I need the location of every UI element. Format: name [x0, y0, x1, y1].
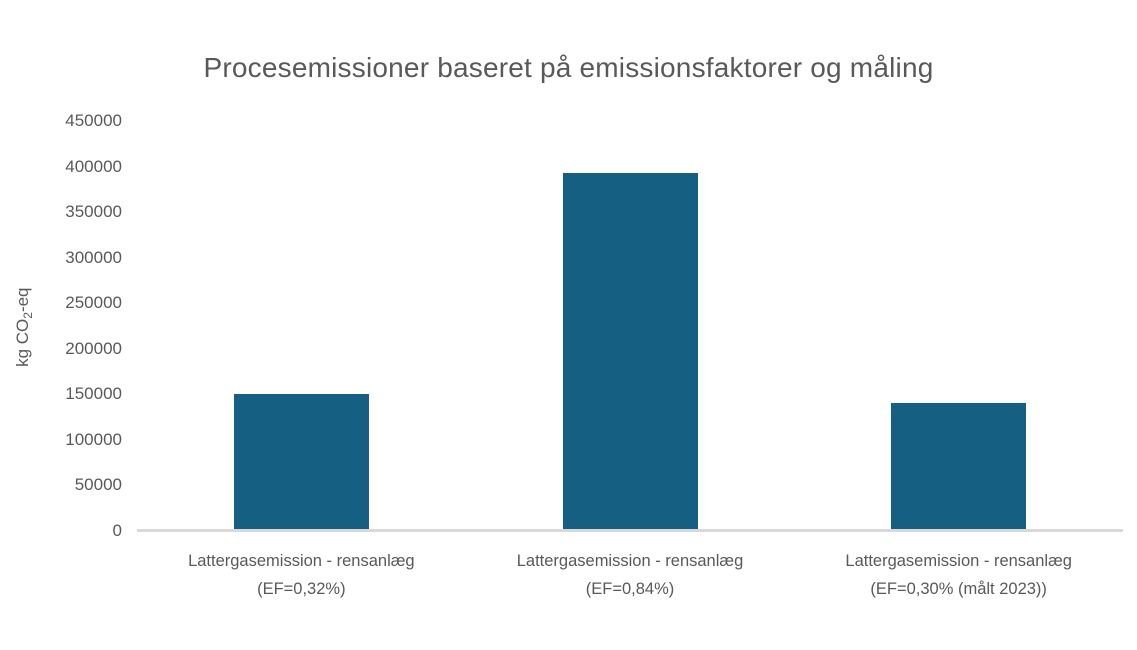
y-tick-label: 250000 [65, 293, 122, 313]
y-tick-label: 100000 [65, 429, 122, 449]
x-axis-line [137, 529, 1123, 532]
bar [562, 172, 698, 531]
chart-title: Procesemissioner baseret på emissionsfak… [203, 52, 934, 83]
y-tick-label: 300000 [65, 247, 122, 267]
plot-area [137, 121, 1123, 531]
y-tick-label: 150000 [65, 384, 122, 404]
y-tick-label: 400000 [65, 156, 122, 176]
x-category-label: Lattergasemission - rensanlæg (EF=0,30% … [845, 552, 1072, 598]
x-category-label: Lattergasemission - rensanlæg (EF=0,32%) [188, 552, 415, 598]
y-tick-label: 200000 [65, 338, 122, 358]
y-tick-label: 0 [112, 521, 122, 540]
y-tick-label: 450000 [65, 111, 122, 130]
x-category-label: Lattergasemission - rensanlæg (EF=0,84%) [516, 552, 744, 598]
y-tick-label: 350000 [65, 202, 122, 222]
y-tick-label: 50000 [74, 475, 122, 495]
y-axis-title: kg CO2-eq [13, 267, 35, 387]
bar [233, 394, 369, 531]
bar [891, 403, 1027, 531]
